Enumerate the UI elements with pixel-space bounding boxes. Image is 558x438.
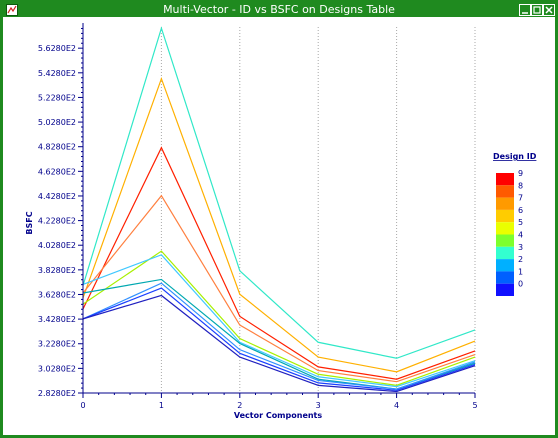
app-icon [6,4,18,16]
legend-swatch [496,197,514,210]
title-bar[interactable]: Multi-Vector - ID vs BSFC on Designs Tab… [3,3,555,17]
legend-label: 8 [518,181,523,190]
legend-label: 6 [518,206,523,215]
x-tick-label: 3 [316,401,321,410]
legend-swatch [496,246,514,260]
legend-swatch [496,234,514,247]
legend-label: 5 [518,218,523,227]
y-axis-title: BSFC [25,211,34,234]
legend-swatch [496,259,514,272]
legend-label: 4 [518,231,523,240]
series-line [82,294,476,393]
y-tick-label: 2.8280E2 [38,389,76,398]
series-lines [82,26,476,393]
series-line [82,26,476,359]
window-title: Multi-Vector - ID vs BSFC on Designs Tab… [163,3,395,16]
minimize-icon[interactable] [519,4,531,16]
maximize-icon[interactable] [531,4,543,16]
legend-swatch [496,271,514,284]
y-tick-label: 5.4280E2 [38,69,76,78]
legend-swatch [496,185,514,198]
series-line [82,254,476,388]
legend-label: 3 [518,243,523,252]
x-axis-title: Vector Components [234,411,323,420]
axes: 2.8280E2 3.0280E2 3.2280E2 3.4280E2 3.6280E2… [38,23,478,410]
legend-swatch [496,222,514,235]
series-line [82,282,476,390]
close-icon[interactable] [543,4,555,16]
legend-label: 2 [518,255,523,264]
legend-title: Design ID [493,152,537,161]
y-tick-label: 4.2280E2 [38,217,76,226]
legend-swatch [496,209,514,223]
y-tick-label: 3.0280E2 [38,364,76,373]
y-tick-label: 5.6280E2 [38,44,76,53]
series-line [82,194,476,383]
x-tick-label: 0 [80,401,85,410]
legend-label: 9 [518,169,523,178]
series-line [82,146,476,380]
x-tick-label: 4 [394,401,399,410]
y-tick-label: 4.8280E2 [38,143,76,152]
bsfc-line-chart: 2.8280E2 3.0280E2 3.2280E2 3.4280E2 3.6280E2… [25,23,537,420]
series-line [82,76,476,373]
legend-swatch [496,283,514,296]
y-tick-label: 4.6280E2 [38,167,76,176]
legend-swatch [496,173,514,186]
legend-label: 1 [518,267,523,276]
y-tick-label: 4.0280E2 [38,241,76,250]
x-tick-label: 1 [159,401,164,410]
y-tick-label: 4.4280E2 [38,192,76,201]
y-tick-label: 5.2280E2 [38,93,76,102]
x-tick-label: 2 [237,401,242,410]
legend-label: 7 [518,194,523,203]
y-tick-label: 3.6280E2 [38,290,76,299]
legend-label: 0 [518,280,523,289]
y-tick-label: 3.8280E2 [38,266,76,275]
y-tick-label: 3.2280E2 [38,340,76,349]
y-tick-label: 3.4280E2 [38,315,76,324]
grid [160,27,476,393]
legend: Design ID 9 8 7 6 5 4 3 2 1 0 [493,152,537,296]
y-tick-label: 5.0280E2 [38,118,76,127]
series-line [82,287,476,391]
x-tick-label: 5 [472,401,477,410]
